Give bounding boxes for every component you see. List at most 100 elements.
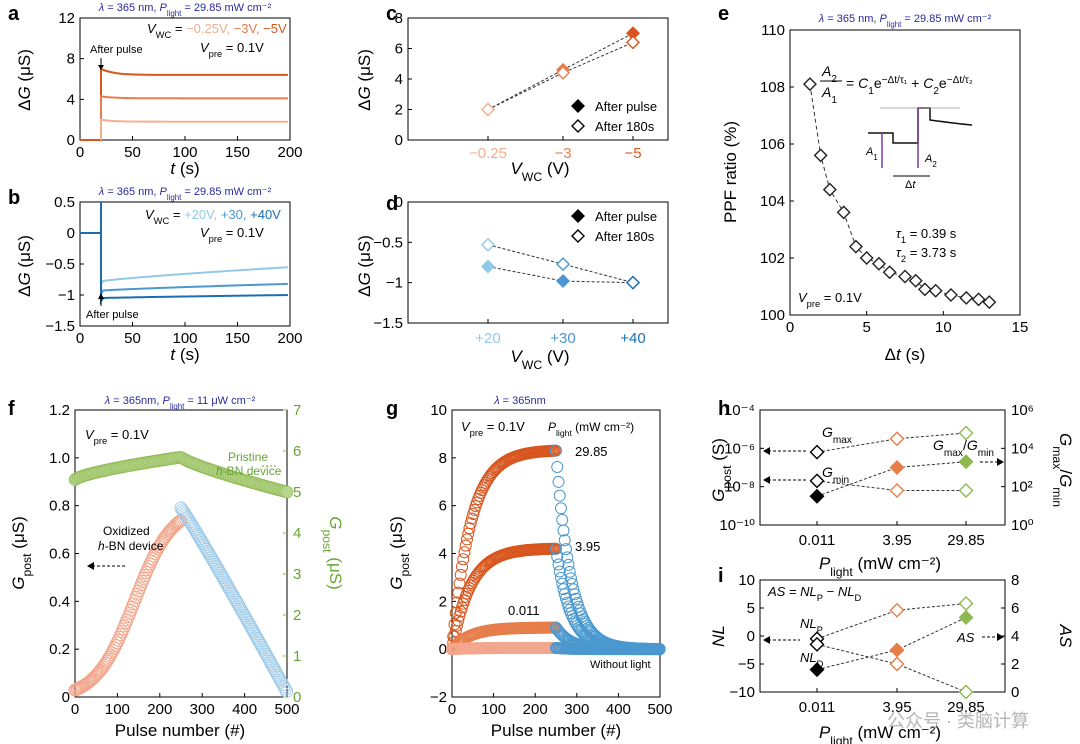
panel-c-ytick-label: 2 bbox=[395, 102, 403, 119]
panel-e-point bbox=[917, 282, 932, 297]
panel-i-right-ytick-label: 8 bbox=[1011, 572, 1019, 589]
panel-i-right-ytick-label: 2 bbox=[1011, 656, 1019, 673]
panel-g-xtick-label: 200 bbox=[523, 701, 548, 718]
panel-c-ytick-label: 6 bbox=[395, 41, 403, 58]
panel-g-xtick-label: 0 bbox=[448, 701, 456, 718]
panel-g-potentiation-point bbox=[450, 619, 463, 632]
panel-f-ytick-right-label: 4 bbox=[293, 525, 301, 542]
panel-d-point-after-180s bbox=[556, 257, 570, 272]
panel-c-ylabel: ΔG (μS) bbox=[355, 49, 374, 111]
panel-e-xtick-label: 5 bbox=[862, 319, 870, 336]
panel-f-ytick-label: 1.2 bbox=[49, 402, 70, 419]
panel-f-xlabel: Pulse number (#) bbox=[115, 721, 245, 740]
panel-c-ytick-label: 8 bbox=[395, 10, 403, 27]
panel-i-label-nlp: NLP bbox=[800, 616, 823, 635]
panel-i-ytick-label: 10 bbox=[738, 572, 755, 589]
panel-a-xtick-label: 50 bbox=[124, 144, 141, 161]
panel-f-potentiation-point bbox=[168, 518, 182, 532]
panel-b-xlabel: t (s) bbox=[170, 345, 199, 364]
panel-e-point bbox=[802, 77, 817, 92]
panel-f-potentiation-point bbox=[170, 517, 184, 531]
panel-i-as-point bbox=[889, 642, 905, 658]
panel-i-arrowhead-1 bbox=[763, 636, 770, 644]
panel-h-ratio-point bbox=[958, 454, 974, 470]
panel-f-label-pristine-2: h-BN device bbox=[216, 464, 282, 478]
panel-h-ytick-label: 10⁻⁶ bbox=[724, 440, 755, 457]
panel-h-label-ratio: Gmax/Gmin bbox=[933, 437, 994, 459]
panel-e-inset-a1: A1 bbox=[865, 146, 878, 162]
panel-label-b: b bbox=[8, 187, 20, 209]
panel-h-arrowhead-3 bbox=[997, 458, 1004, 466]
panel-i-as-point bbox=[809, 662, 825, 678]
panel-a-header: λ = 365 nm, Plight = 29.85 mW cm⁻² bbox=[98, 2, 272, 18]
watermark-text: 公众号 · 类脑计算 bbox=[887, 711, 1029, 731]
panel-f-header: λ = 365nm, Plight = 11 μW cm⁻² bbox=[104, 395, 256, 411]
panel-h-xtick-label: 29.85 bbox=[947, 532, 985, 549]
panel-f-ytick-right-label: 3 bbox=[293, 566, 301, 583]
panel-h-right-ytick-label: 10⁴ bbox=[1011, 440, 1034, 457]
panel-g-header: λ = 365nm bbox=[493, 395, 546, 407]
panel-f-label-oxidized: Oxidized bbox=[103, 524, 150, 538]
panel-a-vpre: Vpre = 0.1V bbox=[200, 40, 264, 59]
panel-f-ytick-right-label: 6 bbox=[293, 443, 301, 460]
panel-b-ylabel: ΔG (μS) bbox=[15, 235, 34, 297]
panel-e-point bbox=[836, 205, 851, 220]
panel-d-xtick-label: +30 bbox=[550, 330, 575, 347]
panel-b-arrowhead bbox=[98, 293, 104, 299]
panel-d-xtick-label: +40 bbox=[620, 330, 645, 347]
panel-b-header: λ = 365 nm, Plight = 29.85 mW cm⁻² bbox=[98, 186, 272, 202]
panel-g-potentiation-point bbox=[460, 533, 473, 546]
panel-d-ytick-label: −0.5 bbox=[373, 234, 403, 251]
panel-g-depression-point bbox=[562, 558, 575, 571]
panel-g-potentiation-point bbox=[455, 560, 468, 573]
panel-g-depression-point bbox=[554, 571, 567, 584]
panel-e-vpre: Vpre = 0.1V bbox=[798, 290, 862, 309]
panel-h-ratio-point bbox=[889, 460, 905, 475]
panel-h-ytick-label: 10⁻¹⁰ bbox=[719, 517, 755, 534]
panel-i-label-as: AS bbox=[956, 630, 975, 645]
panel-g-xtick-label: 300 bbox=[564, 701, 589, 718]
panel-a-arrowhead bbox=[98, 65, 104, 70]
panel-label-f: f bbox=[8, 398, 15, 420]
panel-d-legend-marker-filled bbox=[571, 209, 585, 223]
panel-g-depression-point bbox=[550, 542, 562, 555]
panel-f-potentiation-point bbox=[152, 540, 166, 554]
panel-d-legend-after-180s: After 180s bbox=[595, 229, 655, 244]
panel-g-depression-point bbox=[559, 543, 572, 556]
panel-h-ytick-label: 10⁻⁴ bbox=[724, 402, 755, 419]
panel-e-point bbox=[813, 148, 828, 163]
panel-b-legend: VWC = +20V, +30, +40V bbox=[145, 207, 281, 226]
panel-d-ytick-label: −1.5 bbox=[373, 315, 403, 332]
panel-a-series-line bbox=[100, 118, 288, 140]
panel-c-point-after-180s bbox=[481, 102, 495, 117]
panel-c-dashed-line bbox=[487, 41, 634, 110]
panel-b-ytick-label: −0.5 bbox=[45, 256, 75, 273]
panel-h-ylabel: Gpost (S) bbox=[709, 438, 734, 502]
panel-g-depression-point bbox=[552, 475, 565, 488]
panel-i-right-ytick-label: 0 bbox=[1011, 684, 1019, 701]
panel-label-e: e bbox=[718, 3, 729, 25]
panel-g-potentiation-point bbox=[453, 577, 466, 590]
panel-f-ytick-right-label: 1 bbox=[293, 648, 301, 665]
panel-g-plight: Plight (mW cm⁻²) bbox=[548, 420, 634, 438]
panel-e-ytick-label: 104 bbox=[760, 193, 785, 210]
panel-h-right-ytick-label: 10² bbox=[1011, 479, 1033, 496]
panel-i-right-ytick-label: 4 bbox=[1011, 628, 1019, 645]
panel-g-depression-point bbox=[564, 572, 577, 585]
panel-e-header: λ = 365 nm, Plight = 29.85 mW cm⁻² bbox=[818, 13, 992, 29]
panel-c-ytick-label: 0 bbox=[395, 132, 403, 149]
panel-i-nlp-point bbox=[889, 602, 905, 618]
panel-g-depression-point bbox=[552, 558, 565, 571]
panel-b-ytick-label: −1 bbox=[58, 287, 75, 304]
panel-e-frame bbox=[789, 29, 1021, 316]
panel-a-xtick-label: 100 bbox=[172, 144, 197, 161]
panel-d-point-after-pulse bbox=[556, 274, 570, 289]
panel-f-ytick-label: 0.4 bbox=[49, 593, 70, 610]
panel-b-xtick-label: 0 bbox=[76, 330, 84, 347]
panel-f-xtick-label: 100 bbox=[105, 701, 130, 718]
panel-g-ytick-label: −2 bbox=[430, 689, 447, 706]
panel-i-nld-point bbox=[809, 636, 825, 652]
panel-g-depression-point bbox=[561, 551, 574, 564]
panel-f-xtick-label: 0 bbox=[71, 701, 79, 718]
panel-i-nld-point bbox=[958, 684, 974, 700]
